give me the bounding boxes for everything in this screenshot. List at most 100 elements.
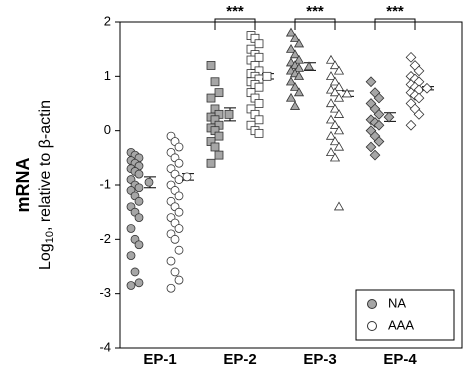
data-point (373, 92, 385, 104)
data-point (174, 224, 184, 233)
data-point (289, 33, 301, 42)
data-point (333, 201, 345, 211)
data-point (293, 71, 305, 80)
data-point (373, 136, 385, 147)
significance-bracket (294, 18, 336, 30)
data-point (329, 87, 341, 97)
mean-marker (383, 111, 395, 123)
significance-label: *** (386, 3, 404, 20)
legend-box (355, 289, 455, 341)
data-point (214, 131, 224, 141)
significance-bracket (374, 18, 416, 30)
y-tick-label: -4 (99, 339, 111, 354)
mean-marker (182, 172, 192, 182)
data-point (413, 109, 425, 120)
data-point (210, 142, 220, 152)
data-point (333, 65, 345, 75)
legend-label: NA (388, 295, 406, 310)
data-point (254, 82, 264, 92)
data-point (134, 213, 144, 223)
data-point (325, 71, 337, 80)
data-point (333, 82, 345, 91)
y-label-subscript: 10 (44, 231, 56, 243)
data-point (373, 109, 385, 120)
data-point (373, 119, 385, 131)
significance-label: *** (226, 3, 244, 20)
data-point (134, 183, 144, 193)
mean-marker (224, 109, 234, 119)
data-point (166, 256, 176, 266)
data-point (329, 76, 341, 86)
data-point (130, 267, 140, 277)
y-tick-label: -2 (99, 231, 111, 246)
mean-marker (303, 61, 315, 71)
x-tick-label: EP-2 (223, 351, 256, 368)
data-point (329, 60, 341, 70)
data-point (206, 61, 216, 70)
data-point (174, 245, 184, 255)
y-tick-label: 2 (104, 13, 111, 28)
mean-marker (421, 82, 433, 94)
legend-marker (367, 321, 377, 331)
data-point (174, 158, 184, 168)
x-tick-label: EP-1 (143, 351, 176, 368)
data-point (405, 119, 417, 131)
data-point (214, 150, 224, 160)
legend-marker (367, 299, 377, 309)
y-label-prefix: Log (37, 243, 54, 270)
mean-marker (144, 177, 154, 187)
x-tick-label: EP-4 (383, 351, 417, 368)
data-point (333, 92, 345, 102)
data-point (413, 65, 425, 77)
data-point (293, 38, 305, 48)
data-point (325, 130, 337, 140)
x-tick-label: EP-3 (303, 351, 336, 368)
data-point (214, 88, 224, 98)
data-point (174, 275, 184, 285)
data-point (170, 234, 180, 244)
data-point (134, 169, 144, 179)
data-point (333, 125, 345, 135)
data-point (329, 152, 341, 162)
legend-label: AAA (388, 317, 414, 332)
significance-bracket (214, 18, 256, 30)
data-point (289, 101, 301, 110)
y-tick-label: -3 (99, 285, 111, 300)
data-point (210, 77, 220, 87)
data-point (134, 196, 144, 206)
data-point (369, 149, 381, 161)
data-point (126, 224, 136, 233)
data-point (174, 207, 184, 217)
mean-marker (262, 71, 272, 81)
y-tick-label: 0 (104, 122, 111, 137)
data-point (289, 82, 301, 91)
data-point (134, 278, 144, 288)
data-point (325, 98, 337, 108)
data-point (126, 281, 136, 290)
data-point (285, 43, 297, 53)
data-point (126, 251, 136, 261)
y-tick-label: 1 (104, 68, 111, 83)
data-point (293, 87, 305, 97)
data-point (285, 27, 297, 37)
y-label: Log10, relative to β-actin (37, 100, 56, 270)
data-point (285, 92, 297, 102)
data-point (405, 51, 417, 63)
data-point (325, 54, 337, 64)
data-point (254, 39, 264, 49)
data-point (174, 142, 184, 152)
data-point (206, 158, 216, 168)
y-title: mRNA (13, 157, 33, 212)
data-point (333, 141, 345, 151)
data-point (174, 175, 184, 184)
data-point (170, 267, 180, 277)
data-point (329, 103, 341, 113)
data-point (285, 76, 297, 86)
data-point (289, 49, 301, 59)
data-point (333, 109, 345, 118)
y-tick-label: -1 (99, 176, 111, 191)
data-point (325, 147, 337, 157)
data-point (134, 240, 144, 250)
data-point (174, 191, 184, 201)
